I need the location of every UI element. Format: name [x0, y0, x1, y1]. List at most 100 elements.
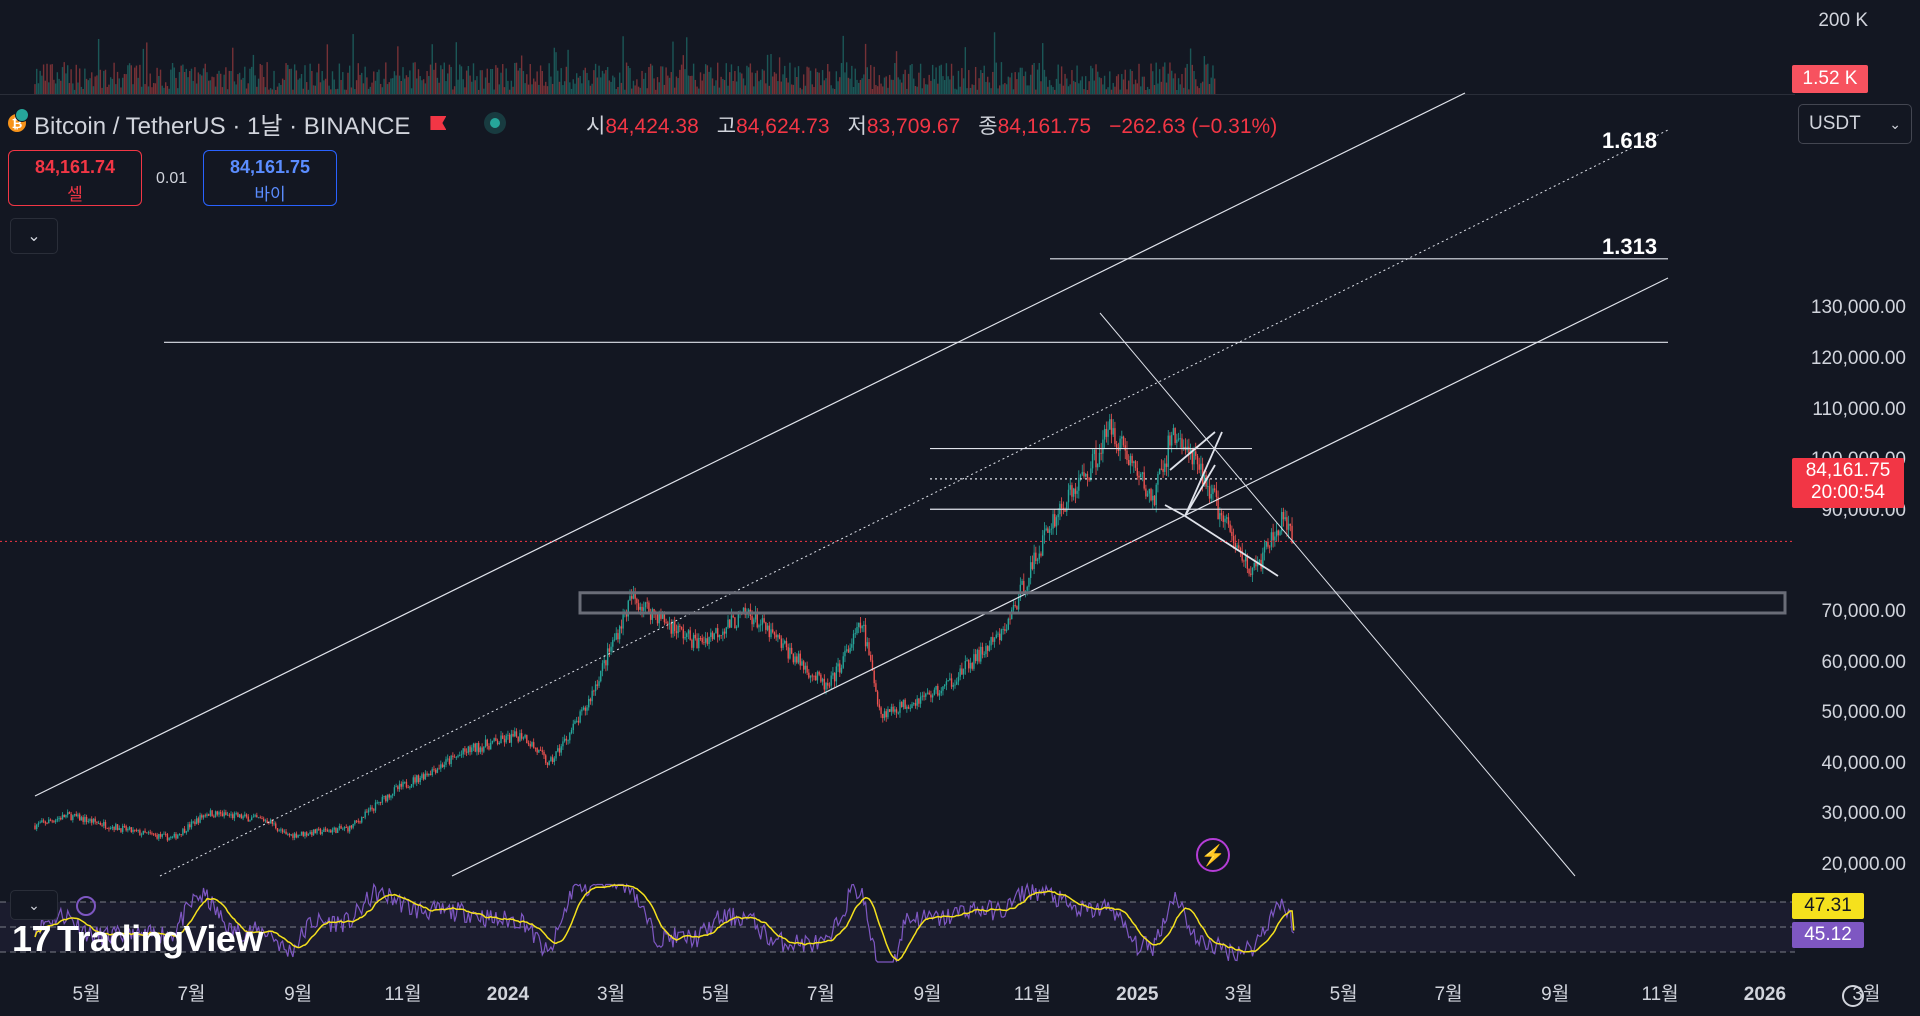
indicator-settings-icon[interactable]	[76, 896, 96, 916]
candle-body	[938, 693, 941, 696]
volume-bar	[572, 79, 574, 94]
candle-body	[116, 824, 119, 830]
volume-bar	[923, 78, 925, 94]
volume-bar	[335, 89, 337, 94]
candle-body	[434, 769, 437, 773]
volume-bar	[72, 83, 74, 94]
symbol-header[interactable]: ₿ Bitcoin / TetherUS · 1날 · BINANCE	[8, 106, 501, 140]
gear-icon[interactable]	[1842, 985, 1864, 1007]
sell-button[interactable]: 84,161.74 셀	[8, 150, 142, 206]
price-axis-tick: 130,000.00	[1810, 297, 1906, 319]
volume-bar	[438, 82, 440, 94]
candle-body	[1072, 488, 1075, 497]
volume-axis-label: 200 K	[1818, 10, 1868, 31]
candle-body	[813, 675, 815, 677]
volume-bar	[1066, 78, 1068, 94]
candle-body	[1035, 552, 1037, 561]
candle-body	[273, 823, 275, 825]
candle-body	[1000, 629, 1003, 641]
candle-body	[907, 706, 910, 709]
candle-body	[629, 596, 631, 601]
candle-body	[837, 663, 839, 667]
candle-body	[546, 762, 549, 765]
wedge-line	[1164, 504, 1186, 517]
fib-label-1618[interactable]: 1.618	[1602, 128, 1658, 153]
candle-body	[1121, 436, 1123, 439]
candle-body	[890, 706, 893, 712]
candle-body	[1241, 550, 1243, 561]
volume-bar	[240, 79, 243, 94]
volume-bar	[1148, 89, 1151, 94]
volume-bar	[1038, 63, 1040, 94]
volume-bar	[1196, 86, 1199, 94]
candle-body	[921, 695, 924, 697]
volume-bar	[646, 88, 648, 94]
volume-bar	[1176, 89, 1178, 94]
volume-bar	[1036, 69, 1039, 94]
candle-body	[225, 812, 227, 815]
volume-bar	[551, 83, 554, 94]
volume-bar	[106, 86, 108, 94]
fib-label-1313[interactable]: 1.313	[1602, 234, 1658, 259]
candle-body	[481, 747, 483, 752]
candle-body	[80, 817, 83, 821]
candle-body	[668, 623, 671, 625]
candle-body	[515, 731, 518, 737]
volume-bar	[424, 83, 427, 94]
volume-bar	[417, 69, 420, 94]
candle-body	[226, 814, 229, 816]
volume-bar	[632, 80, 635, 94]
currency-select[interactable]: USDT ⌄	[1798, 104, 1912, 144]
volume-bar	[980, 70, 982, 94]
flag-icon[interactable]	[430, 116, 447, 130]
candle-body	[304, 832, 306, 837]
candle-body	[550, 757, 552, 762]
volume-bar	[842, 35, 844, 94]
volume-bar	[1200, 83, 1202, 94]
candle-body	[1155, 484, 1157, 505]
volume-bar	[75, 64, 77, 94]
candle-body	[177, 835, 179, 839]
candle-body	[1287, 523, 1290, 530]
candle-body	[326, 829, 329, 832]
volume-bar	[190, 68, 193, 94]
candle-body	[1043, 530, 1046, 536]
candle-body	[811, 675, 813, 677]
lightning-icon[interactable]: ⚡	[1196, 838, 1230, 872]
volume-bar	[541, 70, 543, 94]
symbol-title[interactable]: Bitcoin / TetherUS · 1날 · BINANCE	[34, 112, 411, 140]
volume-bar	[264, 87, 267, 94]
volume-bar	[577, 77, 580, 94]
volume-bar	[321, 71, 323, 94]
volume-bar	[39, 70, 41, 94]
volume-bar	[421, 80, 423, 94]
candle-body	[575, 720, 578, 722]
volume-bar	[115, 84, 117, 94]
candle-body	[1115, 444, 1118, 448]
buy-button[interactable]: 84,161.75 바이	[203, 150, 337, 206]
volume-bar	[716, 62, 719, 94]
volume-bar	[538, 84, 540, 94]
candle-body	[383, 795, 385, 797]
candle-body	[859, 622, 862, 629]
chevron-down-icon[interactable]: ⌄	[10, 890, 58, 920]
brand-name: TradingView	[57, 918, 263, 959]
chevron-down-icon[interactable]: ⌄	[10, 218, 58, 254]
candle-body	[722, 631, 724, 636]
candle-body	[474, 743, 476, 752]
candle-body	[849, 647, 851, 653]
candle-body	[782, 643, 784, 648]
volume-bar	[837, 81, 839, 94]
volume-bar	[89, 78, 91, 94]
volume-bar	[378, 69, 380, 94]
volume-bar	[97, 38, 100, 94]
candle-body	[1048, 529, 1051, 533]
volume-bar	[407, 77, 409, 94]
candle-body	[197, 818, 200, 823]
candle-body	[218, 812, 220, 815]
volume-bar	[747, 67, 750, 94]
downtrend-line	[1099, 312, 1576, 877]
volume-bar	[164, 82, 167, 94]
candle-body	[773, 632, 776, 635]
